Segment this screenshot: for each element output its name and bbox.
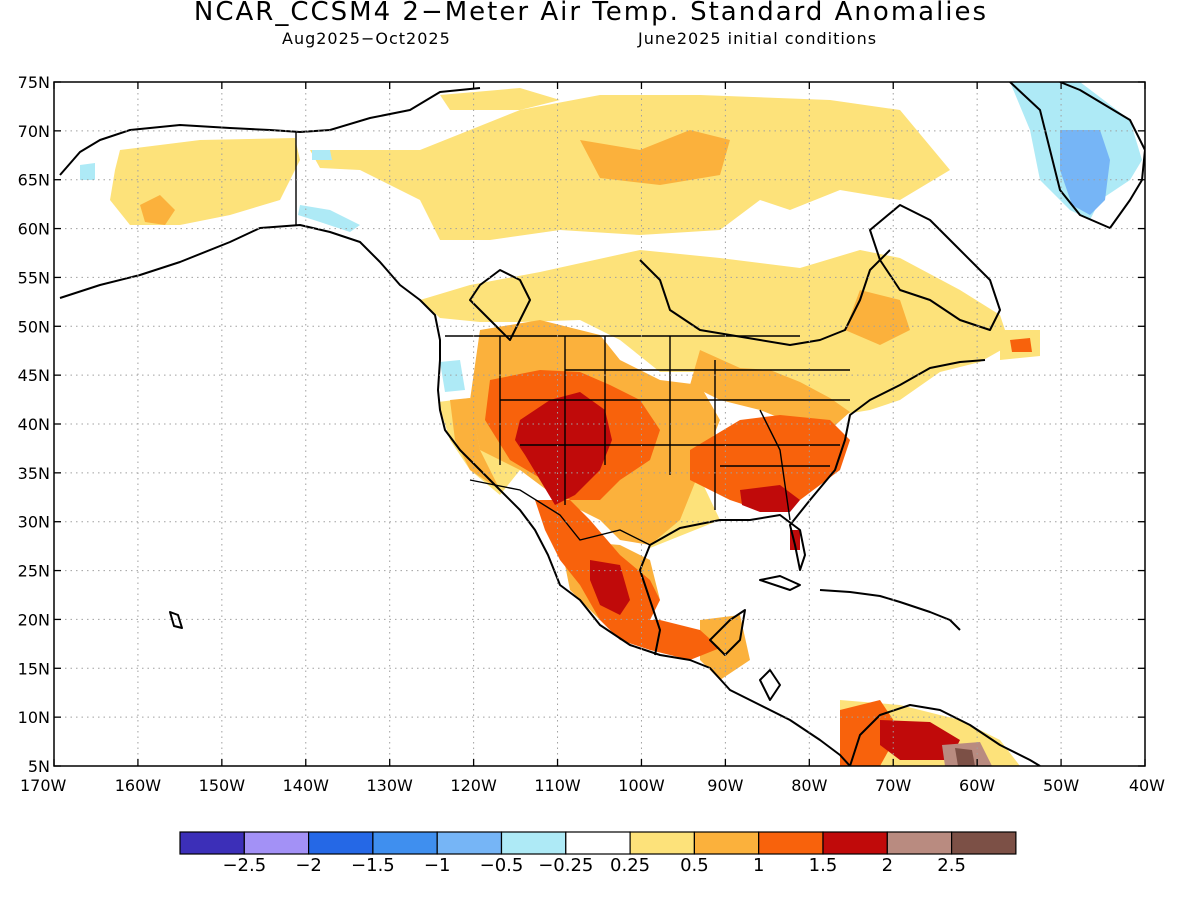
lat-tick-label: 75N bbox=[18, 73, 50, 92]
colorbar-swatch bbox=[179, 831, 245, 855]
lon-tick-label: 120W bbox=[450, 776, 497, 795]
colorbar-swatch bbox=[950, 831, 1017, 855]
lat-tick-label: 30N bbox=[18, 513, 50, 532]
lat-tick-label: 70N bbox=[18, 122, 50, 141]
lat-tick-label: 55N bbox=[18, 268, 50, 287]
lat-tick-label: 20N bbox=[18, 610, 50, 629]
colorbar-label: −2 bbox=[295, 855, 322, 876]
colorbar-label: −1 bbox=[423, 855, 451, 876]
lon-tick-label: 170W bbox=[20, 776, 67, 795]
initial-conditions: June2025 initial conditions bbox=[638, 29, 878, 48]
colorbar-swatch bbox=[758, 831, 824, 855]
anomaly-field-above-2.5 bbox=[955, 748, 975, 766]
colorbar-swatch bbox=[308, 831, 374, 855]
lat-tick-label: 10N bbox=[18, 708, 50, 727]
colorbar-swatch bbox=[886, 831, 953, 855]
colorbar-label: −2.5 bbox=[222, 855, 267, 876]
lat-tick-label: 40N bbox=[18, 415, 50, 434]
anomaly-field-neg1-neg0.5 bbox=[1060, 130, 1110, 215]
colorbar-swatch bbox=[436, 831, 503, 855]
lon-tick-label: 70W bbox=[875, 776, 911, 795]
colorbar-swatch bbox=[243, 831, 310, 855]
colorbar-label: −0.5 bbox=[479, 855, 524, 876]
lon-tick-label: 100W bbox=[618, 776, 665, 795]
anomaly-field-1.5-2 bbox=[515, 392, 960, 760]
political-borders bbox=[295, 132, 850, 546]
colorbar-label: −0.25 bbox=[538, 855, 594, 876]
colorbar-swatch bbox=[822, 831, 888, 855]
lat-tick-label: 35N bbox=[18, 464, 50, 483]
lat-tick-label: 65N bbox=[18, 171, 50, 190]
lat-tick-label: 50N bbox=[18, 317, 50, 336]
latitude-axis: 75N 70N 65N 60N 55N 50N 45N 40N 35N 30N 25N 20N 15N 1… bbox=[18, 73, 50, 776]
colorbar bbox=[179, 831, 1017, 855]
lon-tick-label: 130W bbox=[367, 776, 414, 795]
colorbar-swatch bbox=[565, 831, 631, 855]
lat-tick-label: 15N bbox=[18, 659, 50, 678]
axis-ticks bbox=[53, 81, 1146, 767]
forecast-period: Aug2025−Oct2025 bbox=[282, 29, 451, 48]
colorbar-swatch bbox=[693, 831, 760, 855]
colorbar-label: 2 bbox=[881, 855, 894, 876]
lon-tick-label: 150W bbox=[199, 776, 246, 795]
colorbar-swatch bbox=[500, 831, 567, 855]
colorbar-swatch bbox=[629, 831, 695, 855]
lon-tick-label: 80W bbox=[791, 776, 827, 795]
lon-tick-label: 90W bbox=[707, 776, 743, 795]
lat-tick-label: 45N bbox=[18, 366, 50, 385]
colorbar-label: −1.5 bbox=[351, 855, 395, 876]
lon-tick-label: 50W bbox=[1043, 776, 1079, 795]
lon-tick-label: 40W bbox=[1129, 776, 1165, 795]
colorbar-swatch bbox=[372, 831, 438, 855]
gridlines bbox=[54, 82, 1145, 766]
lat-tick-label: 25N bbox=[18, 562, 50, 581]
map-title: NCAR_CCSM4 2−Meter Air Temp. Standard An… bbox=[193, 0, 989, 27]
colorbar-label: 2.5 bbox=[937, 855, 966, 876]
colorbar-label: 1.5 bbox=[808, 855, 838, 876]
lat-tick-label: 60N bbox=[18, 220, 50, 239]
lat-tick-label: 5N bbox=[28, 757, 50, 776]
colorbar-label: 0.5 bbox=[680, 855, 709, 876]
lon-tick-label: 140W bbox=[283, 776, 330, 795]
colorbar-label: 1 bbox=[752, 855, 765, 876]
lon-tick-label: 110W bbox=[534, 776, 581, 795]
lon-tick-label: 160W bbox=[115, 776, 162, 795]
colorbar-label: 0.25 bbox=[610, 855, 651, 876]
lon-tick-label: 60W bbox=[959, 776, 995, 795]
longitude-axis: 170W 160W 150W 140W 130W 120W 110W 100W 90W 80W 70… bbox=[20, 776, 1165, 795]
